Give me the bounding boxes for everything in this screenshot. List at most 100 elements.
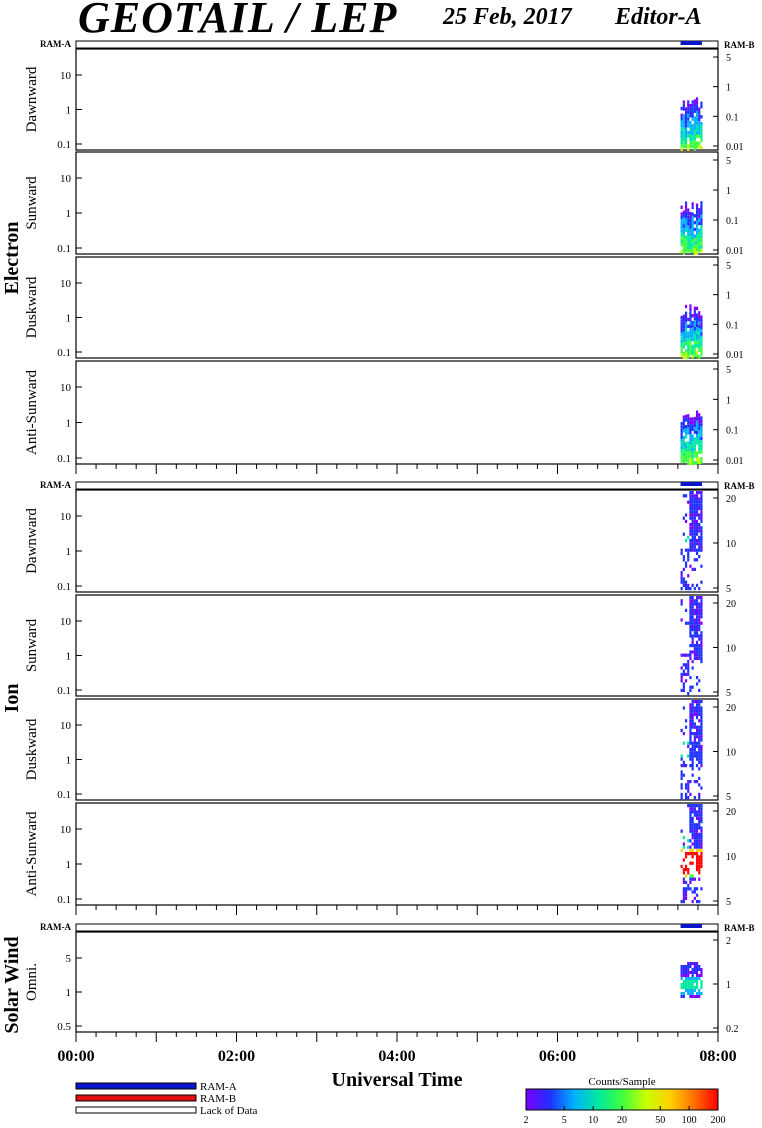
spectrogram-pixel bbox=[698, 679, 701, 683]
spectrogram-pixel bbox=[700, 349, 703, 353]
spectrogram-pixel bbox=[691, 351, 694, 355]
spectrogram-pixel bbox=[700, 580, 703, 584]
spectrogram-pixel bbox=[682, 324, 685, 329]
ram-b-label: RAM-B bbox=[724, 40, 755, 50]
spectrogram-pixel bbox=[698, 355, 701, 359]
spectrogram-pixel bbox=[700, 612, 703, 616]
y-tick-label-left: 1 bbox=[66, 208, 72, 220]
spectrogram-pixel bbox=[689, 621, 692, 625]
spectrogram-pixel bbox=[695, 121, 699, 125]
spectrogram-pixel bbox=[687, 992, 690, 995]
spectrogram-pixel bbox=[689, 826, 692, 830]
spectrogram-pixel bbox=[689, 823, 692, 827]
spectrogram-pixel bbox=[695, 712, 699, 716]
spectrogram-pixel bbox=[695, 700, 699, 704]
spectrogram-pixel bbox=[691, 621, 694, 625]
spectrogram-pixel bbox=[689, 304, 692, 308]
spectrogram-pixel bbox=[691, 229, 694, 233]
y-tick-label-right: 0.1 bbox=[726, 216, 739, 227]
spectrogram-pixel bbox=[693, 133, 696, 137]
spectrogram-pixel bbox=[682, 442, 685, 447]
spectrogram-pixel bbox=[698, 423, 701, 427]
spectrogram-pixel bbox=[695, 526, 699, 530]
spectrogram-pixel bbox=[682, 992, 685, 995]
spectrogram-pixel bbox=[695, 251, 699, 255]
spectrogram-pixel bbox=[695, 631, 699, 635]
panel-ylabel: Duskward bbox=[24, 718, 40, 780]
spectrogram-pixel bbox=[689, 341, 692, 346]
spectrogram-pixel bbox=[682, 842, 685, 846]
spectrogram-pixel bbox=[691, 327, 694, 332]
spectrogram-pixel bbox=[684, 431, 688, 436]
spectrogram-pixel bbox=[691, 239, 694, 244]
spectrogram-pixel bbox=[695, 227, 699, 231]
spectrogram-pixel bbox=[695, 804, 699, 808]
spectrogram-pixel bbox=[684, 666, 688, 670]
spectrogram-pixel bbox=[687, 555, 690, 559]
spectrogram-pixel bbox=[684, 852, 688, 856]
spectrogram-pixel bbox=[691, 523, 694, 527]
spectrogram-pixel bbox=[684, 441, 688, 446]
spectrogram-pixel bbox=[682, 871, 685, 875]
spectrogram-pixel bbox=[698, 526, 701, 530]
spectrogram-pixel bbox=[700, 832, 703, 836]
spectrogram-pixel bbox=[689, 331, 692, 335]
x-tick-label: 08:00 bbox=[699, 1048, 736, 1065]
spectrogram-pixel bbox=[693, 313, 696, 317]
spectrogram-pixel bbox=[680, 442, 683, 446]
spectrogram-pixel bbox=[693, 523, 696, 527]
spectrogram-pixel bbox=[700, 121, 703, 126]
spectrogram-pixel bbox=[691, 503, 694, 507]
spectrogram-pixel bbox=[698, 820, 701, 824]
spectrogram-pixel bbox=[695, 968, 699, 971]
spectrogram-pixel bbox=[680, 212, 683, 216]
spectrogram-pixel bbox=[695, 97, 699, 101]
spectrogram-pixel bbox=[698, 644, 701, 648]
spectrogram-pixel bbox=[695, 206, 699, 211]
spectrogram-pixel bbox=[700, 722, 703, 726]
spectrogram-pixel bbox=[700, 848, 703, 852]
spectrogram-pixel bbox=[687, 871, 690, 875]
spectrogram-pixel bbox=[682, 422, 685, 426]
spectrogram-pixel bbox=[684, 325, 688, 329]
spectrogram-pixel bbox=[693, 628, 696, 632]
spectrogram-pixel bbox=[691, 628, 694, 632]
spectrogram-pixel bbox=[693, 567, 696, 571]
panel-ylabel: Anti-Sunward bbox=[24, 370, 40, 455]
colorbar-title: Counts/Sample bbox=[588, 1076, 655, 1088]
spectrogram-pixel bbox=[687, 454, 690, 459]
spectrogram-pixel bbox=[695, 461, 699, 465]
spectrogram-pixel bbox=[682, 653, 685, 657]
spectrogram-pixel bbox=[700, 650, 703, 654]
spectrogram-pixel bbox=[698, 107, 701, 111]
spectrogram-pixel bbox=[691, 706, 694, 710]
spectrogram-pixel bbox=[684, 448, 688, 453]
spectrogram-pixel bbox=[693, 587, 696, 591]
spectrogram-pixel bbox=[689, 324, 692, 329]
spectrogram-pixel bbox=[695, 244, 699, 248]
spectrogram-pixel bbox=[693, 423, 696, 428]
spectrogram-pixel bbox=[693, 748, 696, 752]
spectrogram-pixel bbox=[689, 242, 692, 246]
spectrogram-pixel bbox=[687, 100, 690, 104]
spectrogram-pixel bbox=[700, 631, 703, 635]
spectrogram-pixel bbox=[698, 858, 701, 862]
spectrogram-pixel bbox=[689, 417, 692, 421]
spectrogram-pixel bbox=[680, 236, 683, 240]
spectrogram-pixel bbox=[682, 741, 685, 745]
spectrogram-pixel bbox=[682, 124, 685, 128]
spectrogram-panel bbox=[75, 802, 719, 906]
spectrogram-pixel bbox=[695, 313, 699, 317]
spectrogram-pixel bbox=[687, 741, 690, 745]
y-tick-label-right: 0.2 bbox=[726, 1024, 739, 1035]
spectrogram-pixel bbox=[682, 435, 685, 440]
spectrogram-pixel bbox=[687, 334, 690, 339]
y-tick-label-left: 0.1 bbox=[57, 453, 71, 465]
spectrogram-pixel bbox=[689, 529, 692, 533]
spectrogram-pixel bbox=[687, 338, 690, 342]
spectrogram-pixel bbox=[689, 685, 692, 689]
spectrogram-pixel bbox=[682, 449, 685, 453]
spectrogram-pixel bbox=[695, 653, 699, 657]
spectrogram-pixel bbox=[682, 773, 685, 777]
spectrogram-pixel bbox=[698, 757, 701, 761]
